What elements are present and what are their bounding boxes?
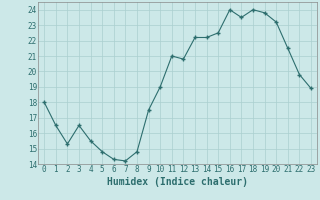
- X-axis label: Humidex (Indice chaleur): Humidex (Indice chaleur): [107, 177, 248, 187]
